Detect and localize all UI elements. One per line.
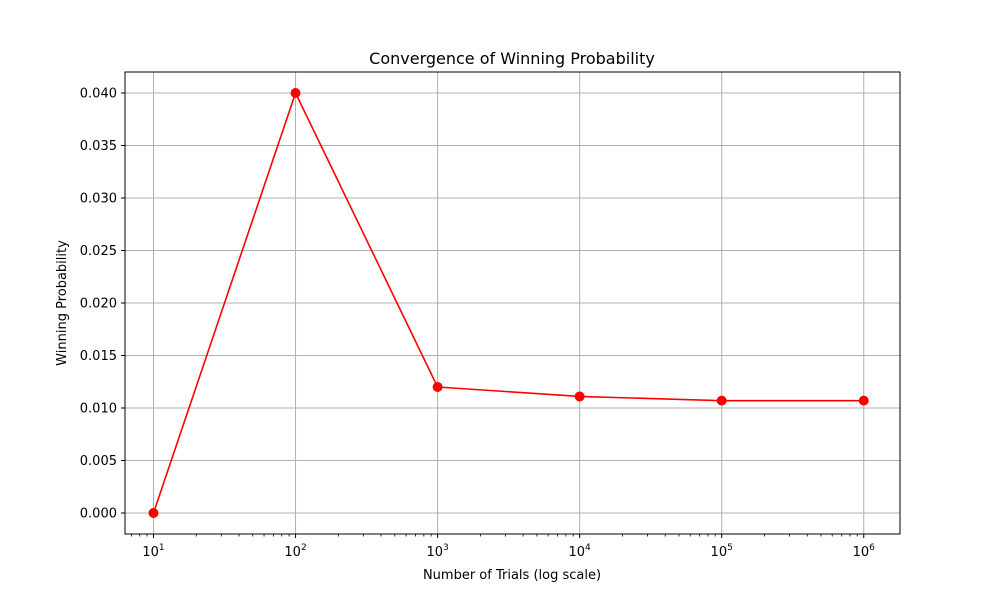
x-tick-label: 104: [569, 543, 592, 560]
data-point-marker: [574, 391, 585, 402]
y-tick-label: 0.005: [80, 454, 117, 469]
minor-tick-layer: [131, 534, 858, 537]
y-tick-label: 0.035: [80, 139, 117, 154]
series-line: [152, 92, 864, 514]
series-layer: [148, 88, 869, 518]
data-point-marker: [716, 395, 727, 406]
x-tick-label: 101: [142, 543, 164, 560]
y-axis-label: Winning Probability: [55, 240, 70, 366]
chart-title: Convergence of Winning Probability: [369, 49, 655, 68]
tick-layer: 0.000 0.005 0.010 0.015 0.020 0.025 0.030 0.035…: [80, 87, 875, 561]
y-tick-label: 0.025: [80, 244, 117, 259]
x-tick-label: 103: [426, 543, 448, 560]
y-tick-label: 0.040: [80, 87, 117, 102]
grid-layer: [125, 72, 900, 534]
x-axis-label: Number of Trials (log scale): [423, 568, 601, 583]
x-tick-label: 106: [853, 543, 876, 560]
data-point-marker: [432, 382, 443, 392]
data-point-marker: [148, 508, 159, 518]
y-tick-label: 0.020: [80, 297, 117, 312]
x-tick-label: 105: [711, 543, 733, 560]
x-tick-label: 102: [284, 543, 306, 560]
y-tick-label: 0.030: [80, 192, 117, 207]
plot-frame: [124, 71, 901, 535]
y-tick-label: 0.000: [80, 507, 117, 522]
y-tick-label: 0.015: [80, 349, 117, 364]
data-point-marker: [290, 88, 301, 98]
data-point-marker: [858, 395, 869, 406]
y-tick-label: 0.010: [80, 402, 117, 417]
